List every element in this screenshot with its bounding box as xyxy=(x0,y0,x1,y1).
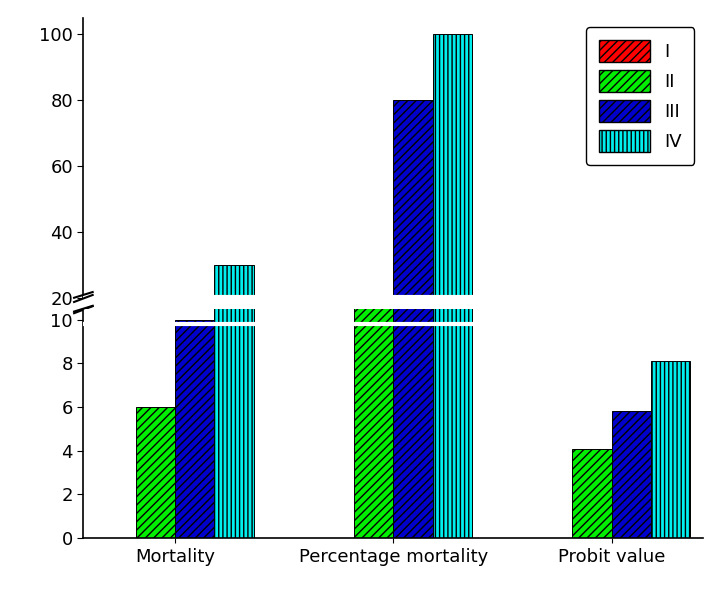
Bar xyxy=(433,0,472,538)
Bar xyxy=(612,411,651,538)
Bar xyxy=(136,407,175,538)
Bar xyxy=(393,0,433,538)
Bar xyxy=(433,35,472,364)
Bar xyxy=(354,298,393,364)
Bar xyxy=(175,319,215,538)
Bar xyxy=(572,448,612,538)
Bar xyxy=(215,0,254,538)
Bar xyxy=(393,100,433,364)
Bar xyxy=(136,344,175,364)
Bar xyxy=(215,266,254,364)
Bar xyxy=(651,338,690,364)
Bar xyxy=(651,361,690,538)
Bar xyxy=(354,101,393,538)
Bar xyxy=(175,331,215,364)
Legend: I, II, III, IV: I, II, III, IV xyxy=(587,27,695,164)
Bar xyxy=(572,351,612,364)
Bar xyxy=(612,345,651,364)
